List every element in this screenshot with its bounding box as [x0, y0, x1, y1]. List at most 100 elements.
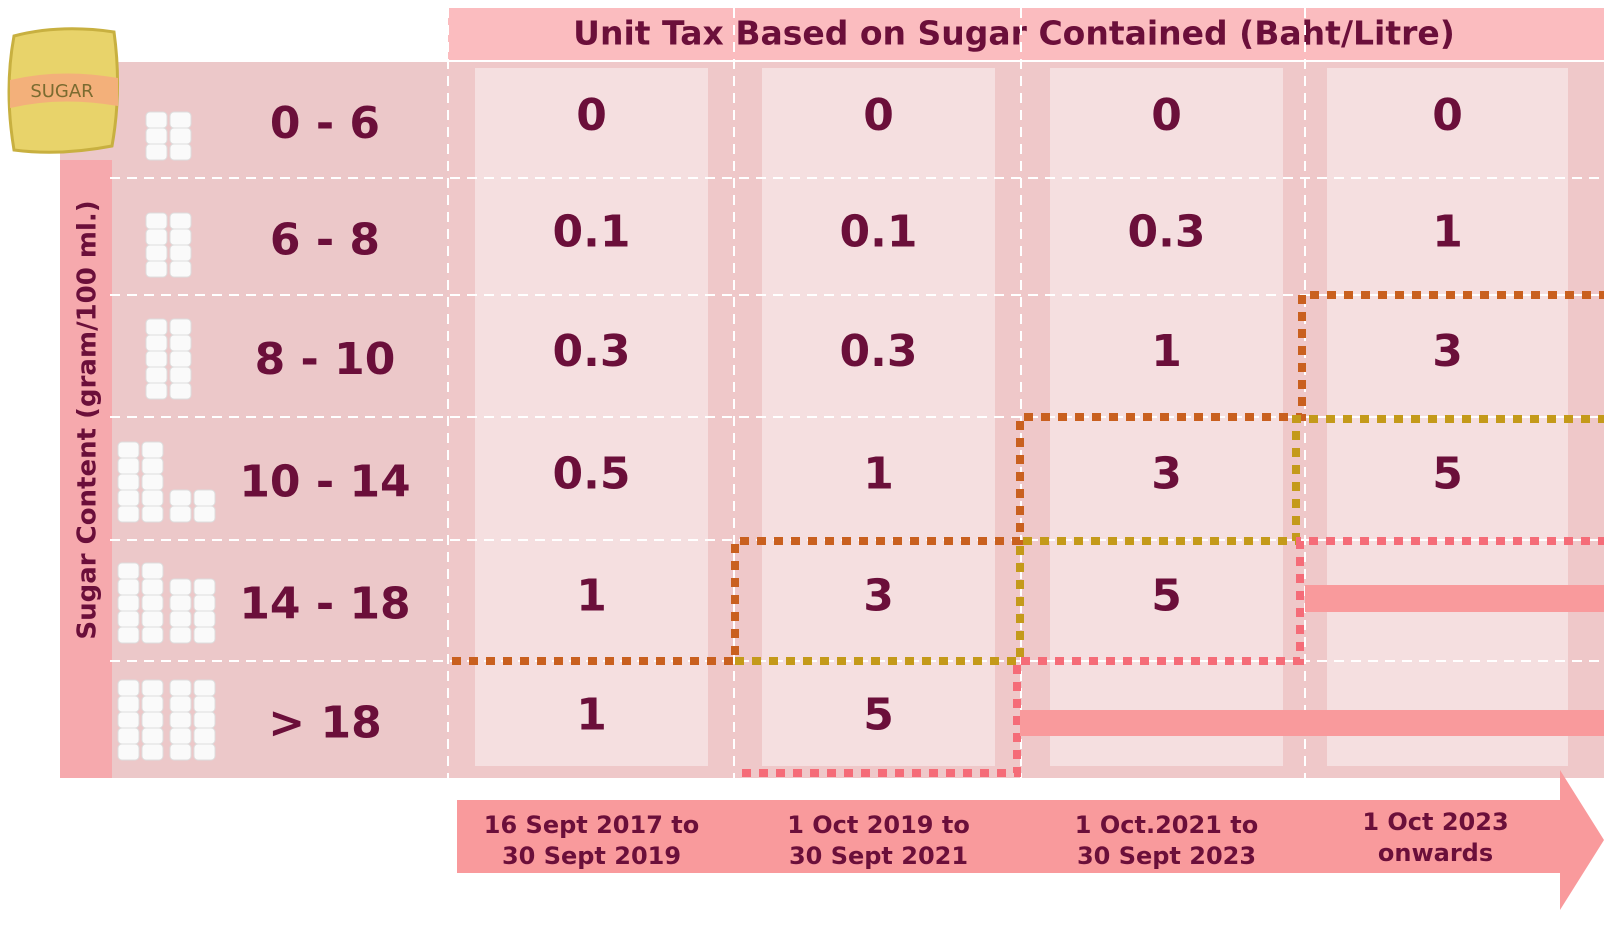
sugar-cube [145, 260, 168, 278]
sugar-cube [169, 350, 192, 368]
sugar-cube [117, 562, 140, 580]
stair-orange [452, 291, 1604, 665]
sugar-cube [117, 594, 140, 612]
sugar-cube [169, 334, 192, 352]
period-label: 16 Sept 2017 to [484, 811, 699, 839]
tax-value: 5 [1432, 449, 1463, 500]
sugar-cube [117, 610, 140, 628]
sugar-cube [169, 711, 192, 729]
period-label: onwards [1378, 839, 1493, 867]
sugar-cube [169, 578, 192, 596]
sugar-cube [169, 489, 192, 507]
sugar-cube [193, 489, 216, 507]
period-label: 30 Sept 2019 [502, 842, 681, 870]
sugar-cube [169, 143, 192, 161]
sugar-cube [117, 727, 140, 745]
period-label: 1 Oct.2021 to [1075, 811, 1258, 839]
sugar-cube [117, 441, 140, 459]
sugar-cube [141, 489, 164, 507]
left-panel [60, 62, 448, 778]
sugar-cube [117, 743, 140, 761]
sugar-cube [169, 505, 192, 523]
sugar-cube [169, 366, 192, 384]
sugar-cube [117, 695, 140, 713]
sugar-cube [169, 318, 192, 336]
tax-value: 0 [1151, 90, 1182, 141]
continuation-bar [1020, 710, 1604, 736]
sugar-cube [193, 505, 216, 523]
tax-value: 3 [1432, 326, 1463, 377]
tax-value: 1 [1432, 207, 1463, 258]
sugar-cube [141, 695, 164, 713]
sugar-cube [193, 679, 216, 697]
axis-strip [60, 160, 112, 778]
stair-lines [452, 291, 1604, 777]
sugar-cube [169, 228, 192, 246]
sugar-cube [117, 578, 140, 596]
sugar-cube [169, 244, 192, 262]
stair-olive [735, 415, 1604, 665]
sugar-cube [169, 127, 192, 145]
sugar-cube [193, 727, 216, 745]
sugar-cube [193, 578, 216, 596]
tax-value: 0.1 [840, 207, 918, 258]
sugar-cube [117, 679, 140, 697]
sugar-cube [141, 626, 164, 644]
sugar-cube [141, 679, 164, 697]
tax-value: 5 [863, 690, 894, 741]
sugar-cube [145, 228, 168, 246]
row-label: 6 - 8 [270, 215, 380, 266]
tax-value: 1 [576, 571, 607, 622]
sugar-cube [145, 350, 168, 368]
sugar-cube [145, 366, 168, 384]
sugar-cube [117, 489, 140, 507]
tax-value: 0.1 [553, 207, 631, 258]
sugar-cube [141, 505, 164, 523]
tax-value: 0 [1432, 90, 1463, 141]
header-bar [448, 8, 1604, 60]
sugar-cube [193, 626, 216, 644]
sugar-cube [145, 111, 168, 129]
bag-band [10, 73, 118, 108]
sugar-cube [145, 334, 168, 352]
sugar-cube [141, 457, 164, 475]
period-label: 1 Oct 2019 to [787, 811, 970, 839]
sugar-cube [145, 382, 168, 400]
continuation-bar [1305, 585, 1604, 612]
bag: SUGAR [7, 27, 120, 154]
sugar-cube [169, 111, 192, 129]
sugar-cube [169, 679, 192, 697]
period-label: 30 Sept 2023 [1077, 842, 1256, 870]
tax-value: 3 [1151, 449, 1182, 500]
sugar-cube [141, 594, 164, 612]
sugar-cube [141, 727, 164, 745]
sugar-cube [117, 457, 140, 475]
sugar-cube [145, 318, 168, 336]
sugar-cube [169, 626, 192, 644]
sugar-cube [141, 743, 164, 761]
sugar-cube [193, 610, 216, 628]
tax-value: 1 [863, 449, 894, 500]
sugar-cube [169, 743, 192, 761]
sugar-cube [145, 212, 168, 230]
row-label: 14 - 18 [239, 579, 410, 630]
period-label: 30 Sept 2021 [789, 842, 968, 870]
header-title: Unit Tax Based on Sugar Contained (Baht/… [573, 14, 1455, 53]
tax-value: 0 [863, 90, 894, 141]
sugar-cube [169, 260, 192, 278]
sugar-cube [141, 610, 164, 628]
sugar-cube [169, 594, 192, 612]
sugar-cube [145, 127, 168, 145]
sugar-cube [117, 473, 140, 491]
axis-label: Sugar Content (gram/100 ml.) [73, 200, 103, 639]
sugar-cube [141, 578, 164, 596]
sugar-cube [193, 711, 216, 729]
sugar-cube [193, 594, 216, 612]
tax-value: 5 [1151, 571, 1182, 622]
sugar-cube [117, 711, 140, 729]
row-label: > 18 [268, 698, 381, 749]
sugar-cube [141, 562, 164, 580]
sugar-cube [169, 695, 192, 713]
sugar-cube [169, 382, 192, 400]
sugar-cube [141, 441, 164, 459]
